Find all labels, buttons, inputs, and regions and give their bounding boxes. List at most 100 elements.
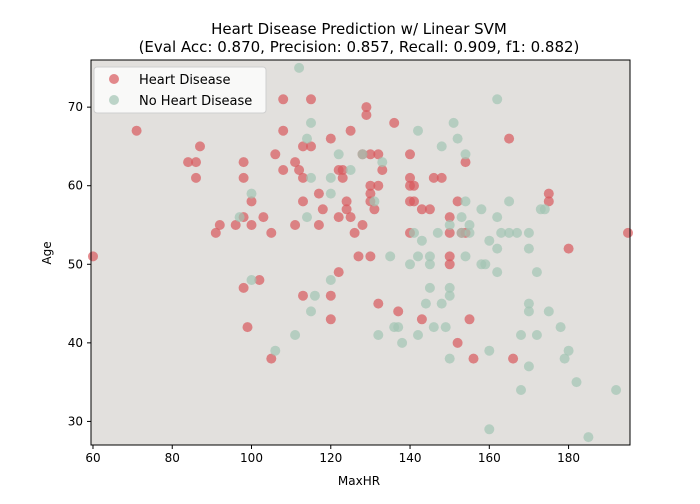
point-heart-disease <box>246 196 257 207</box>
point-heart-disease <box>290 157 301 168</box>
point-no-heart-disease <box>504 196 515 207</box>
point-no-heart-disease <box>373 330 384 340</box>
point-heart-disease <box>230 220 241 230</box>
point-heart-disease <box>393 306 404 317</box>
legend-marker-no-heart-disease <box>109 95 119 105</box>
points-layer <box>88 62 633 443</box>
point-no-heart-disease <box>460 149 471 160</box>
point-heart-disease <box>460 157 471 168</box>
point-no-heart-disease <box>397 337 408 348</box>
y-axis-label: Age <box>40 241 54 264</box>
y-tick-label: 50 <box>68 257 83 271</box>
point-no-heart-disease <box>539 204 550 215</box>
point-no-heart-disease <box>523 298 534 309</box>
point-no-heart-disease <box>432 227 443 238</box>
point-no-heart-disease <box>523 306 534 317</box>
point-heart-disease <box>373 298 384 309</box>
point-heart-disease <box>436 172 447 183</box>
point-heart-disease <box>210 227 221 238</box>
point-heart-disease <box>349 227 360 238</box>
point-heart-disease <box>444 251 455 262</box>
point-heart-disease <box>337 172 348 183</box>
x-tick-label: 80 <box>165 451 180 465</box>
x-tick-label: 100 <box>240 451 263 465</box>
point-heart-disease <box>428 172 439 183</box>
point-no-heart-disease <box>294 62 305 73</box>
legend-box <box>93 66 267 114</box>
point-no-heart-disease <box>492 243 503 254</box>
point-no-heart-disease <box>523 243 534 254</box>
legend-label-no-heart-disease: No Heart Disease <box>139 94 252 109</box>
point-heart-disease <box>452 196 463 207</box>
point-heart-disease <box>409 196 419 207</box>
point-no-heart-disease <box>523 227 534 238</box>
point-no-heart-disease <box>583 432 594 443</box>
point-heart-disease <box>508 353 519 364</box>
point-no-heart-disease <box>436 141 447 152</box>
point-heart-disease <box>246 220 257 230</box>
point-heart-disease <box>325 290 336 301</box>
y-tick-label: 70 <box>68 100 83 114</box>
point-no-heart-disease <box>516 385 526 395</box>
point-no-heart-disease <box>302 212 312 223</box>
point-no-heart-disease <box>460 251 471 262</box>
point-no-heart-disease <box>413 251 423 262</box>
point-no-heart-disease <box>357 149 368 160</box>
point-no-heart-disease <box>543 306 554 317</box>
point-heart-disease <box>313 220 324 230</box>
point-no-heart-disease <box>444 353 455 364</box>
point-heart-disease <box>333 267 344 278</box>
point-heart-disease <box>317 204 328 215</box>
point-heart-disease <box>266 227 277 238</box>
point-no-heart-disease <box>413 330 423 340</box>
point-heart-disease <box>278 165 289 175</box>
point-heart-disease <box>416 314 427 325</box>
point-heart-disease <box>543 196 554 207</box>
point-heart-disease <box>238 172 249 183</box>
point-heart-disease <box>424 204 435 215</box>
point-no-heart-disease <box>409 227 419 238</box>
point-no-heart-disease <box>290 330 301 340</box>
point-heart-disease <box>369 204 380 215</box>
point-no-heart-disease <box>480 259 491 270</box>
x-tick-label: 180 <box>557 451 580 465</box>
point-heart-disease <box>191 172 201 183</box>
point-no-heart-disease <box>309 290 320 301</box>
y-tick-label: 60 <box>68 179 83 193</box>
point-heart-disease <box>405 172 415 183</box>
point-heart-disease <box>377 165 388 175</box>
point-no-heart-disease <box>464 220 475 230</box>
chart-title: Heart Disease Prediction w/ Linear SVM <box>211 20 507 38</box>
point-no-heart-disease <box>571 377 582 388</box>
point-heart-disease <box>353 251 364 262</box>
point-no-heart-disease <box>345 165 356 175</box>
point-no-heart-disease <box>484 235 495 246</box>
point-heart-disease <box>357 220 368 230</box>
point-heart-disease <box>306 141 316 152</box>
point-no-heart-disease <box>531 330 542 340</box>
point-heart-disease <box>361 110 372 120</box>
point-no-heart-disease <box>611 385 622 395</box>
point-heart-disease <box>341 196 352 207</box>
point-no-heart-disease <box>484 424 495 435</box>
point-no-heart-disease <box>492 267 503 278</box>
point-heart-disease <box>373 149 384 160</box>
point-no-heart-disease <box>492 212 503 223</box>
point-no-heart-disease <box>555 322 566 333</box>
y-tick-label: 30 <box>68 414 83 428</box>
point-heart-disease <box>444 212 455 223</box>
x-tick-label: 160 <box>478 451 501 465</box>
point-no-heart-disease <box>531 267 542 278</box>
point-heart-disease <box>373 180 384 191</box>
x-tick-label: 120 <box>319 451 342 465</box>
point-no-heart-disease <box>456 227 467 238</box>
point-no-heart-disease <box>448 117 459 128</box>
point-heart-disease <box>365 188 376 199</box>
point-no-heart-disease <box>325 275 336 285</box>
point-no-heart-disease <box>424 282 435 293</box>
point-heart-disease <box>365 251 376 262</box>
point-heart-disease <box>416 204 427 215</box>
point-no-heart-disease <box>234 212 245 223</box>
point-no-heart-disease <box>563 345 574 356</box>
